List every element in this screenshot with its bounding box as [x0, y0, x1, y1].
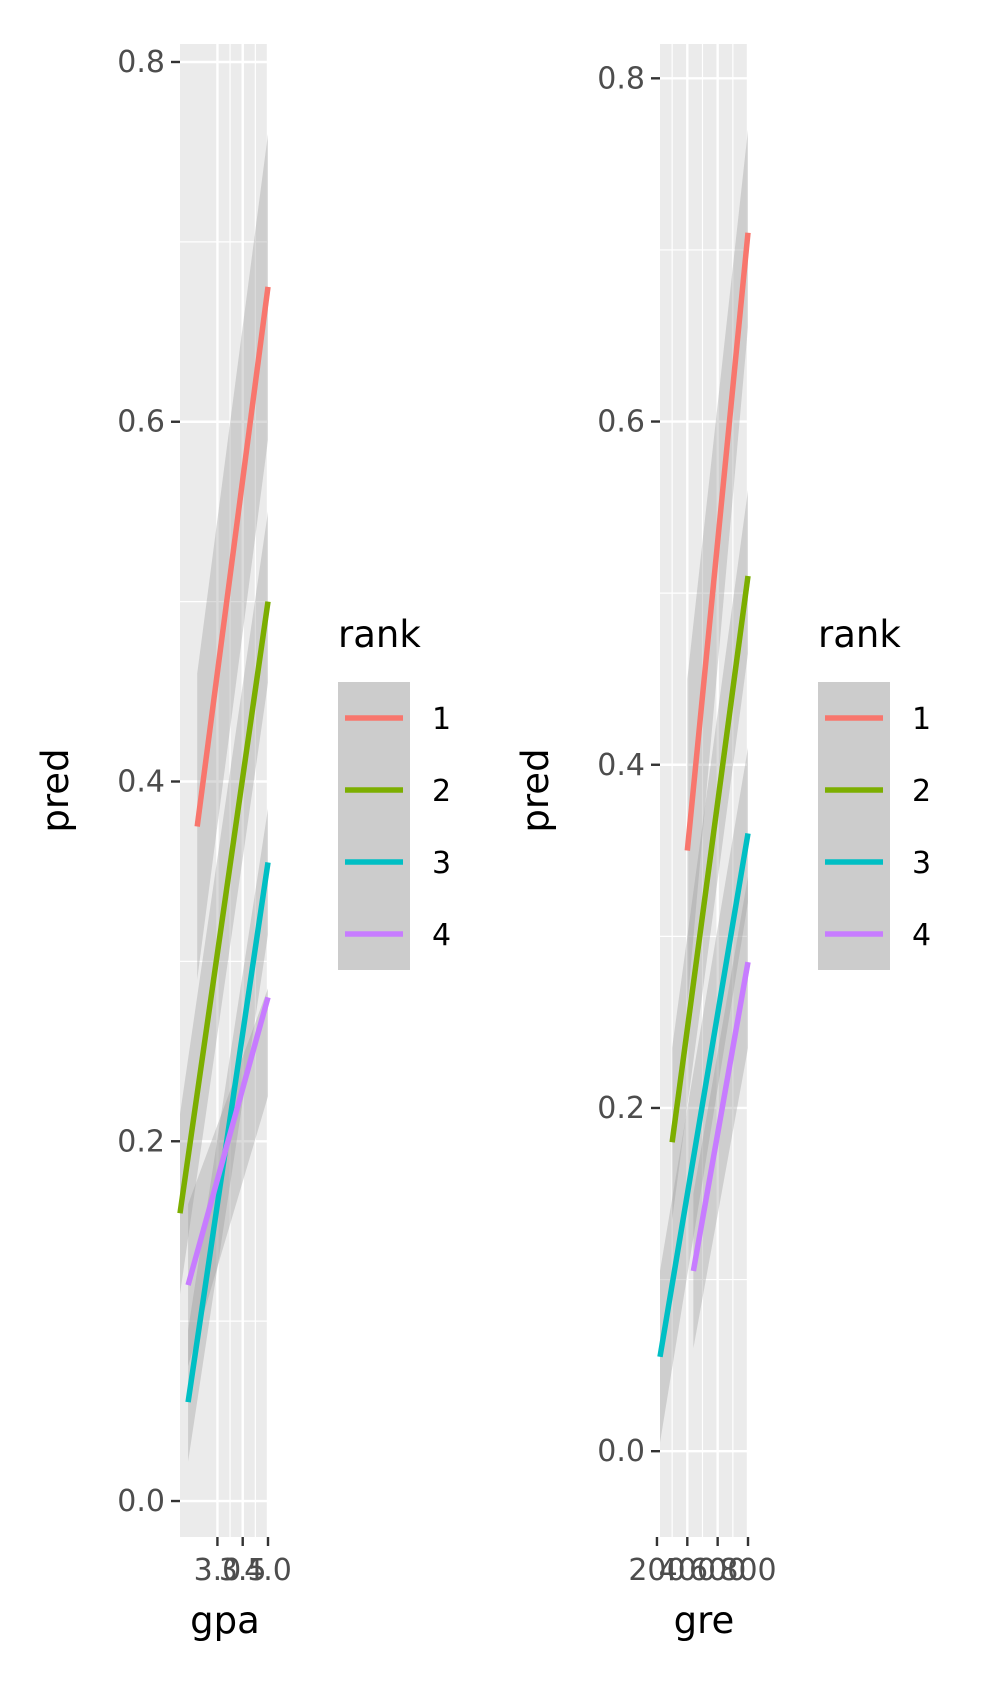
panel-1-plot-background: [180, 44, 268, 1537]
panel-1-y-tick-label: 0.2: [117, 1124, 165, 1159]
panel-2-y-tick-label: 0.0: [597, 1434, 645, 1469]
panel-2-legend-label-rank-2: 2: [912, 774, 931, 809]
panel-2-x-tick-label: 200: [628, 1553, 685, 1588]
panel-2-y-tick-label: 0.2: [597, 1091, 645, 1126]
panel-1-legend-label-rank-1: 1: [432, 702, 451, 737]
panel-2-line-rank-2: [669, 575, 751, 1143]
panel-1-y-tick-label: 0.4: [117, 765, 165, 800]
panel-2-y-tick-label: 0.6: [597, 405, 645, 440]
panel-2-x-tick-label: 800: [719, 1553, 776, 1588]
panel-2-line-rank-1: [684, 232, 751, 851]
panel-2-line-rank-3: [657, 832, 751, 1358]
panel-1-legend-title: rank: [338, 613, 421, 656]
panel-1-x-tick-label: 4.0: [244, 1553, 292, 1588]
panel-1-x-axis-title: gpa: [190, 1599, 260, 1642]
panel-1-y-tick-label: 0.8: [117, 45, 165, 80]
panel-2-y-tick-label: 0.4: [597, 748, 645, 783]
panel-2-y-tick-label: 0.8: [597, 61, 645, 96]
panel-2-legend-key-background: [818, 682, 890, 970]
panel-2-x-tick-label: 400: [659, 1553, 716, 1588]
panel-2-legend: rank 1 2 3 4: [818, 613, 931, 970]
panel-2-y-axis-title: pred: [514, 748, 557, 832]
panel-1-line-rank-2: [177, 601, 271, 1214]
panel-2-legend-label-rank-3: 3: [912, 846, 931, 881]
panel-1-plot: 0.0 0.2 0.4 0.6 0.8 3.03.54.0 gpa pred: [34, 44, 292, 1642]
panel-2-x-axis-title: gre: [674, 1599, 735, 1642]
panel-1-y-tick-label: 0.0: [117, 1484, 165, 1519]
panel-1-y-axis-title: pred: [34, 748, 77, 832]
panel-2-legend-label-rank-4: 4: [912, 918, 931, 953]
panel-1-line-rank-4: [185, 996, 271, 1286]
panel-1-x-tick-label: 3.0: [194, 1553, 242, 1588]
panel-1-x-tick-label: 3.5: [219, 1553, 267, 1588]
panel-1-legend: rank 1 2 3 4: [338, 613, 451, 970]
panel-2-line-rank-4: [690, 961, 751, 1272]
panel-1-y-tick-label: 0.6: [117, 405, 165, 440]
panel-1-line-rank-1: [194, 286, 271, 827]
panel-1-legend-label-rank-2: 2: [432, 774, 451, 809]
panel-2-legend-title: rank: [818, 613, 901, 656]
panel-1-legend-key-background: [338, 682, 410, 970]
panel-1-legend-label-rank-3: 3: [432, 846, 451, 881]
panel-2-legend-label-rank-1: 1: [912, 702, 931, 737]
panel-2-x-tick-label: 600: [689, 1553, 746, 1588]
panel-1-legend-label-rank-4: 4: [432, 918, 451, 953]
